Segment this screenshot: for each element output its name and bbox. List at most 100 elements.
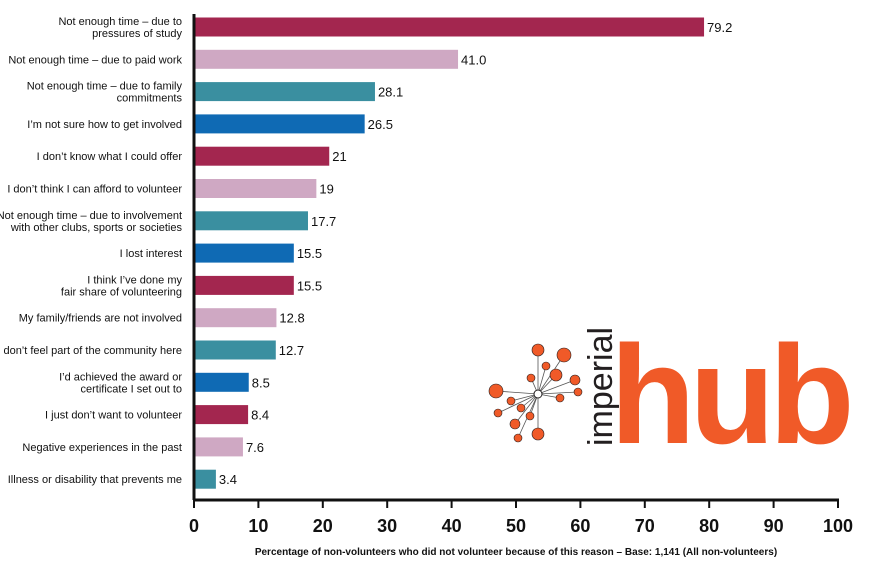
logo-burst-dot	[541, 361, 551, 371]
category-label: Not enough time – due to paid work	[8, 54, 182, 66]
category-label: Illness or disability that prevents me	[8, 474, 182, 486]
logo-burst-ray	[510, 393, 539, 402]
bar-value-label: 8.5	[252, 375, 270, 390]
category-label: I think I’ve done my fair share of volunt…	[61, 274, 183, 298]
category-label-line: Not enough time – due to involvement	[0, 210, 182, 222]
category-labels: Not enough time – due to pressures of stu…	[0, 16, 182, 486]
x-tick-label: 30	[377, 516, 397, 536]
category-label-line: I don’t feel part of the community here	[0, 345, 182, 357]
category-label: Not enough time – due to pressures of stu…	[58, 16, 182, 40]
category-label-line: Not enough time – due to family	[27, 81, 183, 93]
category-label: Not enough time – due to involvement with…	[0, 210, 182, 234]
category-label: My family/friends are not involved	[19, 313, 182, 325]
category-label-line: I think I’ve done my	[87, 274, 182, 286]
category-label: I don’t know what I could offer	[37, 151, 183, 163]
category-label-line: Not enough time – due to	[58, 16, 182, 28]
logo-burst-dot	[488, 383, 504, 399]
category-label: Not enough time – due to family commitmen…	[27, 81, 183, 105]
bar	[194, 243, 294, 263]
bar-value-label: 19	[319, 182, 333, 197]
logo-burst-dot	[526, 373, 536, 383]
category-label-line: I lost interest	[120, 248, 182, 260]
bar	[194, 49, 459, 69]
x-tick-label: 0	[189, 516, 199, 536]
value-labels: 79.2 41.0 28.1 26.5 21 19 17.7 15.5 15.5 12.8 12.7…	[219, 20, 732, 487]
category-label-line: pressures of study	[92, 28, 182, 40]
category-label: I don’t think I can afford to volunteer	[7, 184, 182, 196]
bar-value-label: 7.6	[246, 440, 264, 455]
x-tick-label: 70	[635, 516, 655, 536]
logo-burst-dot	[555, 393, 565, 403]
x-axis-label: Percentage of non-volunteers who did not…	[255, 547, 777, 558]
bar-value-label: 26.5	[368, 117, 393, 132]
logo-burst-dot	[516, 403, 526, 413]
bar	[194, 437, 243, 457]
category-label: Negative experiences in the past	[22, 442, 182, 454]
bar	[194, 179, 317, 198]
x-tick-labels: 0 10 20 30 40 50 60 70 80 90 100	[189, 516, 853, 536]
bar	[194, 146, 330, 166]
logo-big-text: hub	[610, 316, 849, 473]
logo-burst-dot	[569, 374, 581, 386]
bar	[194, 82, 375, 102]
x-tick-label: 40	[442, 516, 462, 536]
category-label: I lost interest	[120, 248, 182, 260]
category-label-line: I’d achieved the award or	[59, 371, 182, 383]
bar-value-label: 12.7	[279, 343, 304, 358]
logo-small-text: imperial	[582, 327, 620, 446]
category-label: I’d achieved the award or certificate I s…	[59, 371, 182, 395]
bar-value-label: 12.8	[279, 311, 304, 326]
bar-value-label: 41.0	[461, 52, 486, 67]
logo-burst-dot	[531, 343, 545, 357]
imperial-hub-logo: imperial hub	[488, 316, 855, 473]
logo-burst-ray	[537, 379, 576, 395]
logo-burst-dot	[525, 411, 535, 421]
logo-burst-center	[533, 389, 543, 399]
bar-value-label: 17.7	[311, 214, 336, 229]
category-label-line: Negative experiences in the past	[22, 442, 182, 454]
logo-burst-ray	[497, 393, 539, 414]
category-label-line: commitments	[117, 93, 183, 105]
bars-group	[194, 17, 705, 489]
bar-value-label: 3.4	[219, 472, 237, 487]
bar-value-label: 15.5	[297, 278, 322, 293]
logo-burst-ray	[514, 393, 539, 425]
category-label-line: fair share of volunteering	[61, 286, 182, 298]
x-tick-label: 80	[699, 516, 719, 536]
logo-burst-dot	[549, 368, 563, 382]
bar-value-label: 15.5	[297, 246, 322, 261]
x-tick-label: 60	[570, 516, 590, 536]
logo-burst-dot	[493, 408, 503, 418]
logo-burst-dot	[509, 418, 521, 430]
category-label: I just don’t want to volunteer	[45, 410, 182, 422]
logo-burst-dot	[513, 433, 523, 443]
category-label-line: I don’t think I can afford to volunteer	[7, 184, 182, 196]
logo-burst-dot	[506, 396, 516, 406]
logo-burst-dot	[531, 427, 545, 441]
bar-value-label: 28.1	[378, 85, 403, 100]
logo-burst-dot	[556, 347, 572, 363]
bar	[194, 469, 216, 489]
x-tick-label: 20	[313, 516, 333, 536]
category-label-line: I don’t know what I could offer	[37, 151, 183, 163]
category-label-line: with other clubs, sports or societies	[10, 222, 183, 234]
bar	[194, 405, 249, 425]
logo-burst-ray	[537, 391, 579, 395]
bar	[194, 17, 705, 37]
category-label-line: Illness or disability that prevents me	[8, 474, 182, 486]
bar	[194, 340, 276, 360]
bar-value-label: 8.4	[251, 408, 269, 423]
category-label: I don’t feel part of the community here	[0, 345, 182, 357]
logo-burst-icon	[488, 343, 583, 443]
bar-value-label: 79.2	[707, 20, 732, 35]
axes-group	[192, 14, 839, 508]
bar	[194, 308, 277, 328]
category-label-line: My family/friends are not involved	[19, 313, 182, 325]
bar-value-label: 21	[332, 149, 346, 164]
category-label-line: I’m not sure how to get involved	[27, 119, 182, 131]
bar	[194, 114, 365, 134]
logo-burst-ray	[537, 365, 547, 395]
category-label-line: certificate I set out to	[81, 383, 183, 395]
